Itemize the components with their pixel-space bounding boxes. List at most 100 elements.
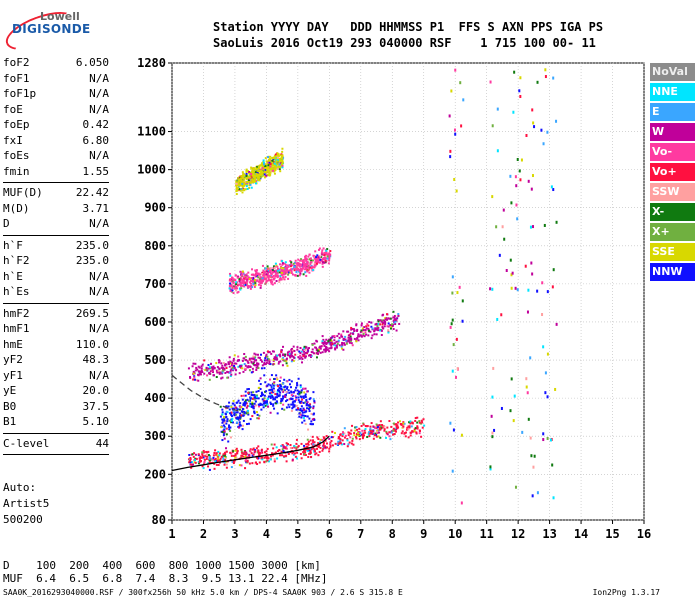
echo-point: [321, 253, 324, 256]
x-tick-label: 11: [479, 527, 493, 541]
echo-point: [219, 405, 222, 408]
echo-point: [290, 397, 293, 400]
echo-point: [354, 426, 357, 429]
echo-point: [262, 276, 265, 279]
echo-point: [306, 351, 309, 354]
echo-point: [282, 390, 285, 393]
echo-point: [383, 325, 386, 328]
echo-point: [228, 408, 231, 411]
echo-point: [287, 269, 290, 272]
echo-point: [262, 269, 265, 272]
echo-point: [298, 262, 301, 265]
echo-point: [338, 336, 341, 339]
echo-point: [254, 281, 257, 284]
echo-point: [281, 164, 284, 167]
echo-point: [381, 323, 384, 326]
echo-point: [234, 406, 237, 409]
echo-point: [418, 421, 421, 424]
noise-point: [461, 299, 464, 303]
echo-point: [415, 431, 418, 434]
noise-point: [519, 76, 522, 80]
echo-point: [355, 340, 358, 343]
echo-point: [285, 357, 288, 360]
echo-point: [268, 359, 271, 362]
param-row: h`Es N/A: [3, 285, 109, 301]
echo-point: [326, 253, 329, 256]
echo-point: [252, 405, 255, 408]
noise-point: [520, 158, 523, 162]
echo-point: [246, 182, 249, 185]
echo-point: [305, 346, 308, 349]
echo-point: [220, 362, 223, 365]
echo-point: [405, 428, 408, 431]
echo-point: [298, 392, 301, 395]
param-row: foEs N/A: [3, 149, 109, 165]
echo-point: [213, 462, 216, 465]
noise-point: [550, 185, 553, 189]
echo-point: [241, 279, 244, 282]
echo-point: [379, 436, 382, 439]
echo-point: [228, 282, 231, 285]
echo-point: [366, 323, 369, 326]
echo-point: [240, 277, 243, 280]
echo-point: [320, 345, 323, 348]
echo-point: [255, 167, 258, 170]
echo-point: [207, 465, 210, 468]
noise-point: [526, 391, 529, 395]
echo-point: [298, 415, 301, 418]
echo-point: [246, 275, 249, 278]
echo-point: [368, 320, 371, 323]
echo-point: [242, 172, 245, 175]
echo-point: [298, 270, 301, 273]
echo-point: [376, 426, 379, 429]
echo-point: [248, 171, 251, 174]
echo-point: [289, 444, 292, 447]
echo-point: [403, 432, 406, 435]
noise-point: [533, 454, 536, 458]
echo-point: [406, 426, 409, 429]
echo-point: [249, 176, 252, 179]
echo-point: [267, 405, 270, 408]
echo-point: [322, 443, 325, 446]
echo-point: [299, 384, 302, 387]
echo-point: [223, 461, 226, 464]
echo-point: [304, 448, 307, 451]
echo-point: [280, 400, 283, 403]
echo-point: [263, 367, 266, 370]
echo-point: [316, 254, 319, 257]
echo-point: [390, 325, 393, 328]
echo-point: [193, 376, 196, 379]
echo-point: [371, 334, 374, 337]
echo-point: [290, 261, 293, 264]
echo-point: [272, 404, 275, 407]
noise-point: [456, 367, 459, 371]
noise-point: [551, 463, 554, 467]
echo-point: [261, 264, 264, 267]
echo-point: [255, 447, 258, 450]
echo-point: [301, 398, 304, 401]
echo-point: [299, 272, 302, 275]
echo-point: [316, 340, 319, 343]
param-name: foF1p: [3, 87, 37, 100]
echo-point: [255, 395, 258, 398]
noise-point: [544, 68, 547, 72]
echo-point: [211, 368, 214, 371]
echo-point: [276, 161, 279, 164]
echo-point: [278, 394, 281, 397]
noise-point: [524, 264, 527, 268]
echo-point: [229, 362, 232, 365]
echo-point: [390, 431, 393, 434]
echo-point: [308, 258, 311, 261]
echo-point: [233, 366, 236, 369]
noise-point: [449, 155, 452, 159]
echo-point: [364, 331, 367, 334]
echo-point: [269, 162, 272, 165]
echo-point: [194, 362, 197, 365]
echo-point: [319, 438, 322, 441]
echo-point: [347, 434, 350, 437]
echo-point: [237, 184, 240, 187]
echo-point: [286, 264, 289, 267]
echo-point: [207, 363, 210, 366]
echo-point: [252, 370, 255, 373]
echo-point: [208, 378, 211, 381]
